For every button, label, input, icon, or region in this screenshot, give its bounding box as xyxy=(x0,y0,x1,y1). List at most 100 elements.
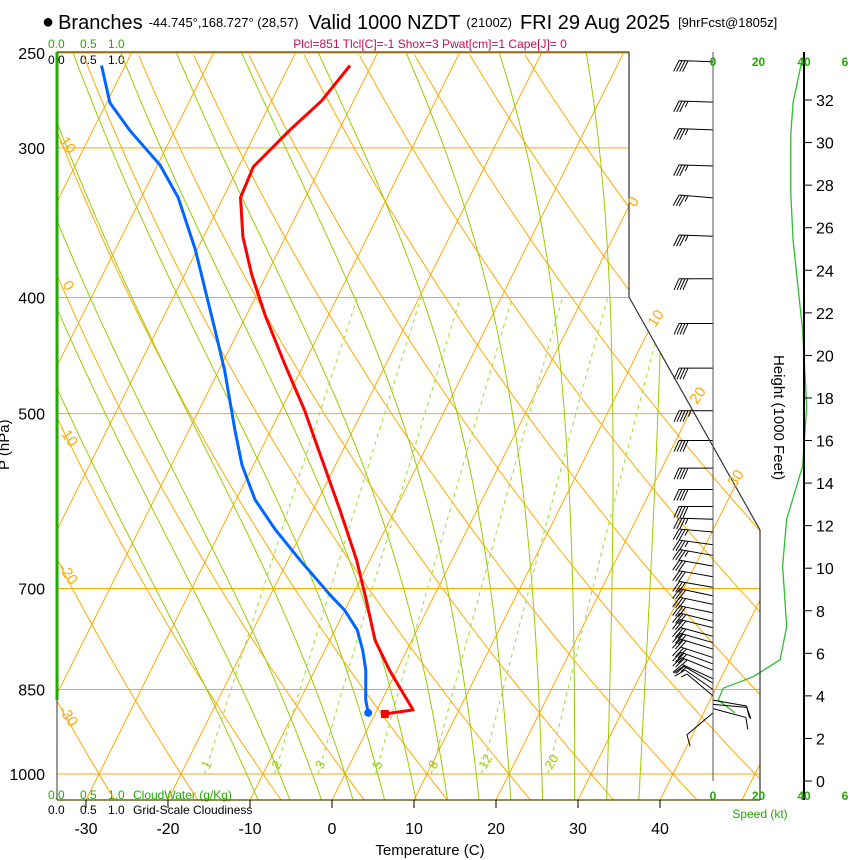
height-tick-label: 14 xyxy=(816,476,834,493)
temperature-tick-label: 0 xyxy=(328,821,337,838)
wind-barb-feather xyxy=(677,654,688,664)
cloud-tick: 0.0 xyxy=(48,803,65,817)
wind-barb-staff xyxy=(686,673,714,697)
wind-barb-feather xyxy=(679,489,686,501)
location-bullet-icon: ● xyxy=(42,11,54,33)
wind-barb-feather xyxy=(675,560,683,571)
wind-barb-feather xyxy=(673,665,684,674)
wind-barb-feather xyxy=(679,100,686,113)
wind-barb-feather xyxy=(672,597,681,608)
wind-barb xyxy=(673,467,713,480)
wind-barb-staff xyxy=(683,665,714,684)
moist-adiabat-line xyxy=(57,52,323,800)
temperature-tick-label: 10 xyxy=(405,821,423,838)
wind-barb-feather xyxy=(675,589,684,600)
mixing-ratio-label: 8 xyxy=(425,758,442,772)
cloudiness-label: Grid-Scale Cloudiness xyxy=(133,803,252,817)
moist-adiabat-line xyxy=(405,52,544,800)
wind-barb-feather xyxy=(673,467,680,480)
mixing-ratio-line xyxy=(204,297,358,775)
wind-barb-feather xyxy=(679,278,686,290)
wind-speed-line xyxy=(717,61,808,714)
wind-barb xyxy=(672,612,714,625)
wind-barb-feather xyxy=(676,517,683,530)
wind-barb xyxy=(672,570,714,583)
dry-adiabat-line xyxy=(82,55,531,800)
height-tick-label: 10 xyxy=(816,561,834,578)
height-tick-label: 4 xyxy=(816,689,825,706)
wind-barb-feather xyxy=(672,619,681,630)
wind-barb-half-feather xyxy=(684,518,689,525)
wind-barb xyxy=(672,646,714,659)
mixing-ratio-line xyxy=(375,297,513,775)
wind-barb xyxy=(673,665,714,684)
wind-barb-feather xyxy=(676,234,683,247)
valid-time: Valid 1000 NZDT xyxy=(309,12,461,34)
wind-barb xyxy=(673,164,714,177)
wind-barb-feather xyxy=(672,559,680,571)
wind-barb-feather xyxy=(676,100,683,113)
wind-barb-feather xyxy=(673,517,680,530)
wind-barb-feather xyxy=(682,467,689,480)
wind-barb xyxy=(680,673,714,697)
wind-barb-feather xyxy=(675,658,685,668)
sounding-profiles: 1 2 3 5 8 12 20 xyxy=(100,60,808,772)
wind-barb xyxy=(672,194,714,207)
mixing-ratio-line xyxy=(481,297,609,775)
wind-barb-feather xyxy=(672,581,680,592)
wind-barb xyxy=(712,708,749,730)
header: ● Branches -44.745°,168.727° (28,57) Val… xyxy=(42,11,777,34)
speed-tick-label-top: 40 xyxy=(797,55,811,69)
wind-barb-half-feather xyxy=(684,550,689,557)
dry-adiabat-line xyxy=(138,55,615,800)
wind-barb xyxy=(672,627,714,639)
wind-barb-feather xyxy=(682,489,689,501)
dry-adiabat-label: -20 xyxy=(55,561,81,589)
wind-barb-feather xyxy=(679,518,686,530)
wind-barb-staff xyxy=(681,657,714,671)
wind-barb xyxy=(673,60,714,72)
wind-barb-staff xyxy=(679,612,714,622)
wind-barb-feather xyxy=(679,410,686,422)
wind-barb-feather xyxy=(672,638,681,649)
wind-barb-feather xyxy=(677,648,687,659)
wind-barb xyxy=(712,703,752,719)
moist-adiabat-line xyxy=(57,52,355,800)
wind-barb-staff xyxy=(679,596,714,605)
wind-barb-staff xyxy=(712,703,747,708)
mixing-ratio-label: 20 xyxy=(541,751,561,771)
wind-barb-feather xyxy=(674,669,686,677)
wind-barb-feather xyxy=(675,613,684,624)
dry-adiabat-label: 0 xyxy=(59,278,78,295)
wind-barb-feather xyxy=(673,323,680,335)
wind-barb-feather xyxy=(676,440,683,452)
wind-barb-staff xyxy=(684,669,714,690)
wind-barb-half-feather xyxy=(684,195,689,202)
speed-tick-label-bottom: 40 xyxy=(797,789,811,803)
speed-tick-label-top: 20 xyxy=(752,55,766,69)
height-tick-label: 0 xyxy=(816,774,825,791)
forecast-run: [9hrFcst@1805z] xyxy=(678,15,777,30)
wind-barb-feather xyxy=(672,539,680,551)
wind-barb-feather xyxy=(676,323,683,335)
wind-barb-feather xyxy=(679,164,686,177)
y-axis-title: P (hPa) xyxy=(0,419,13,470)
wind-barb-feather xyxy=(673,440,680,452)
wind-barb-feather xyxy=(673,506,680,518)
wind-barb-feather xyxy=(673,234,680,247)
pressure-tick-label: 500 xyxy=(18,407,45,424)
temperature-tick-label: -30 xyxy=(74,821,97,838)
wind-barb-feather xyxy=(676,60,683,72)
wind-barb-half-feather xyxy=(684,235,689,242)
x-axis-title: Temperature (C) xyxy=(375,842,484,859)
mixing-ratio-label: 2 xyxy=(268,758,285,772)
wind-barb-feather xyxy=(672,651,682,662)
height-axis-title: Height (1000 Feet) xyxy=(770,355,787,480)
wind-barb xyxy=(672,588,714,601)
isotherm-label: 0 xyxy=(624,194,643,211)
wind-barb-feather xyxy=(672,612,681,623)
pressure-tick-label: 700 xyxy=(18,582,45,599)
wind-barb-feather xyxy=(675,194,683,206)
dry-adiabat-line xyxy=(57,55,448,800)
